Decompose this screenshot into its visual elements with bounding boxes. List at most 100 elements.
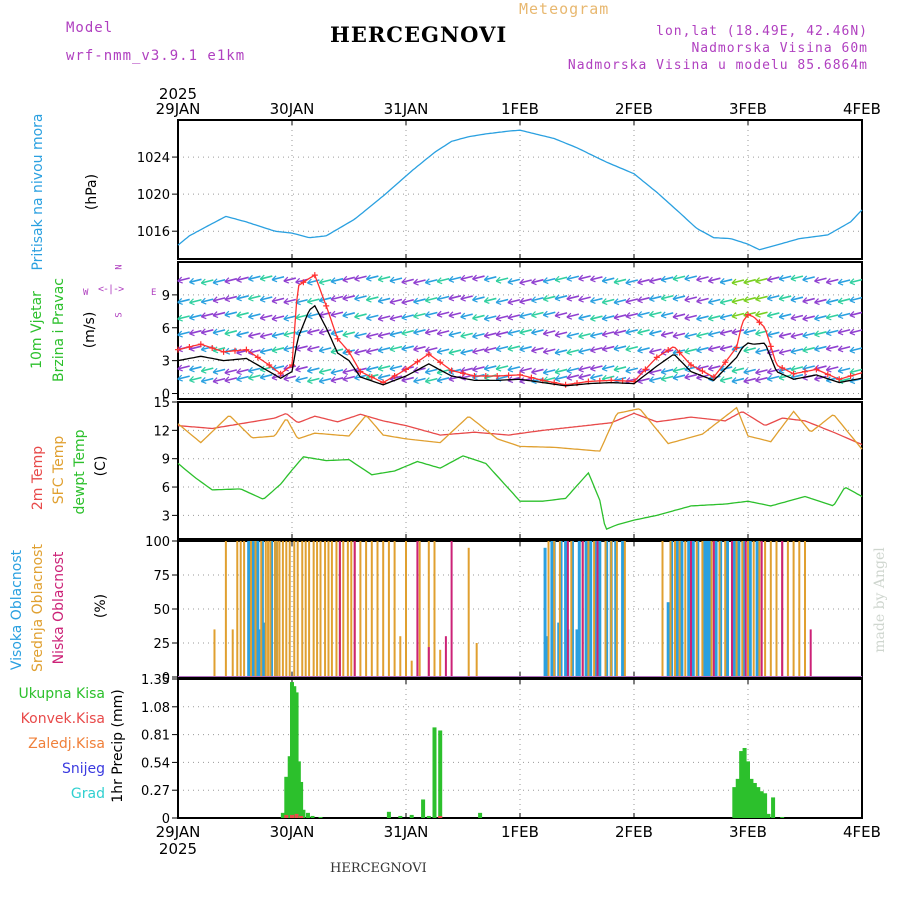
wind-arrow xyxy=(248,367,261,373)
wind-arrow xyxy=(436,295,450,301)
wind-arrow xyxy=(790,348,804,353)
wind-arrow xyxy=(259,373,266,381)
wind-arrow xyxy=(625,279,639,284)
wind-arrow xyxy=(672,275,686,281)
wind-gust-marker xyxy=(300,279,307,286)
wind-arrow xyxy=(295,376,301,384)
wind-arrow xyxy=(648,347,655,355)
wind-arrow xyxy=(837,366,844,374)
wind-arrow xyxy=(189,329,195,337)
wind-arrow xyxy=(755,368,761,376)
wind-arrow xyxy=(519,367,532,373)
wind-arrow xyxy=(224,329,231,337)
wind-arrow xyxy=(484,297,497,303)
wind-arrow xyxy=(248,348,254,356)
wind-arrow xyxy=(507,278,521,284)
precip-bar xyxy=(284,814,289,818)
x-tick-label-top: 4FEB xyxy=(843,100,881,118)
cloud-bar xyxy=(623,541,626,677)
wind-arrow xyxy=(330,311,344,316)
wind-arrow xyxy=(436,277,443,285)
x-tick-label-top: 3FEB xyxy=(729,100,767,118)
wind-arrow xyxy=(849,296,856,304)
cloud-bar xyxy=(410,660,413,677)
wind-arrow xyxy=(483,346,490,354)
precip-bar xyxy=(739,751,744,818)
wind-arrow xyxy=(330,369,344,374)
wind-arrow xyxy=(566,294,573,302)
wind-arrow xyxy=(719,313,726,321)
cloud-bar xyxy=(614,541,618,677)
wind-arrow xyxy=(472,332,485,338)
wind-arrow xyxy=(708,345,721,351)
cloud-bar xyxy=(416,541,419,677)
pressure-line xyxy=(177,129,863,251)
y-tick-label-cloud: 100 xyxy=(145,535,170,550)
wind-arrow xyxy=(814,314,820,322)
wind-arrow xyxy=(401,329,414,335)
wind-arrow xyxy=(637,328,643,336)
cloud-bar xyxy=(593,541,596,677)
precip-bar xyxy=(763,793,768,818)
wind-arrow xyxy=(661,312,674,317)
x-tick-label-top: 29JAN xyxy=(156,100,201,118)
wind-arrow xyxy=(342,375,349,383)
wind-arrow xyxy=(483,364,490,372)
wind-arrow xyxy=(177,364,183,372)
wind-arrow xyxy=(766,294,773,302)
wind-arrow xyxy=(389,277,403,282)
wind-arrow xyxy=(755,295,768,301)
wind-arrow xyxy=(366,296,379,301)
wind-arrow xyxy=(354,274,360,282)
wind-arrow xyxy=(377,297,391,303)
wind-gust-marker xyxy=(688,362,694,369)
cloud-bar xyxy=(285,541,288,677)
cloud-bar xyxy=(581,541,584,677)
cloud-bar xyxy=(236,541,239,677)
cloud-bar xyxy=(557,622,561,677)
wind-arrow xyxy=(200,297,207,305)
y-tick-label-pressure: 1024 xyxy=(137,151,170,166)
wind-gust-marker xyxy=(813,366,820,373)
wind-arrow xyxy=(377,364,384,372)
cloud-bar xyxy=(718,541,721,677)
wind-gust-marker xyxy=(437,359,444,366)
wind-arrow xyxy=(424,346,431,354)
cloud-bar xyxy=(269,541,273,677)
wind-arrow xyxy=(743,368,749,376)
wind-arrow xyxy=(661,368,674,374)
cloud-bar xyxy=(680,541,684,677)
wind-arrow xyxy=(707,276,714,284)
wind-arrow xyxy=(424,296,431,304)
wind-arrow xyxy=(377,374,391,379)
wind-arrow xyxy=(200,312,207,320)
wind-arrow xyxy=(330,277,344,283)
wind-arrow xyxy=(460,348,466,356)
wind-arrow xyxy=(790,332,797,340)
wind-arrow xyxy=(306,312,313,320)
wind-gust-marker xyxy=(346,348,352,355)
wind-arrow xyxy=(613,298,627,304)
wind-arrow xyxy=(637,377,650,383)
wind-arrow xyxy=(826,345,839,350)
cloud-bar xyxy=(256,541,260,677)
wind-arrow xyxy=(484,332,497,337)
wind-arrow xyxy=(189,313,195,321)
wind-arrow xyxy=(790,314,804,320)
wind-arrow xyxy=(814,345,827,351)
cloud-bar xyxy=(566,541,569,677)
compass-e: E xyxy=(151,288,157,298)
wind-arrow xyxy=(295,366,308,371)
wind-arrow xyxy=(719,345,733,350)
cloud-bar xyxy=(276,541,279,677)
wind-arrow xyxy=(637,368,643,376)
wind-arrow xyxy=(778,374,792,379)
x-tick-label-top: 31JAN xyxy=(384,100,429,118)
wind-arrow xyxy=(755,310,761,318)
wind-gust-marker xyxy=(665,347,672,354)
wind-arrow xyxy=(200,366,207,374)
wind-arrow xyxy=(672,274,679,282)
wind-arrow xyxy=(401,376,414,382)
wind-arrow xyxy=(648,310,655,318)
wind-arrow xyxy=(342,348,349,356)
